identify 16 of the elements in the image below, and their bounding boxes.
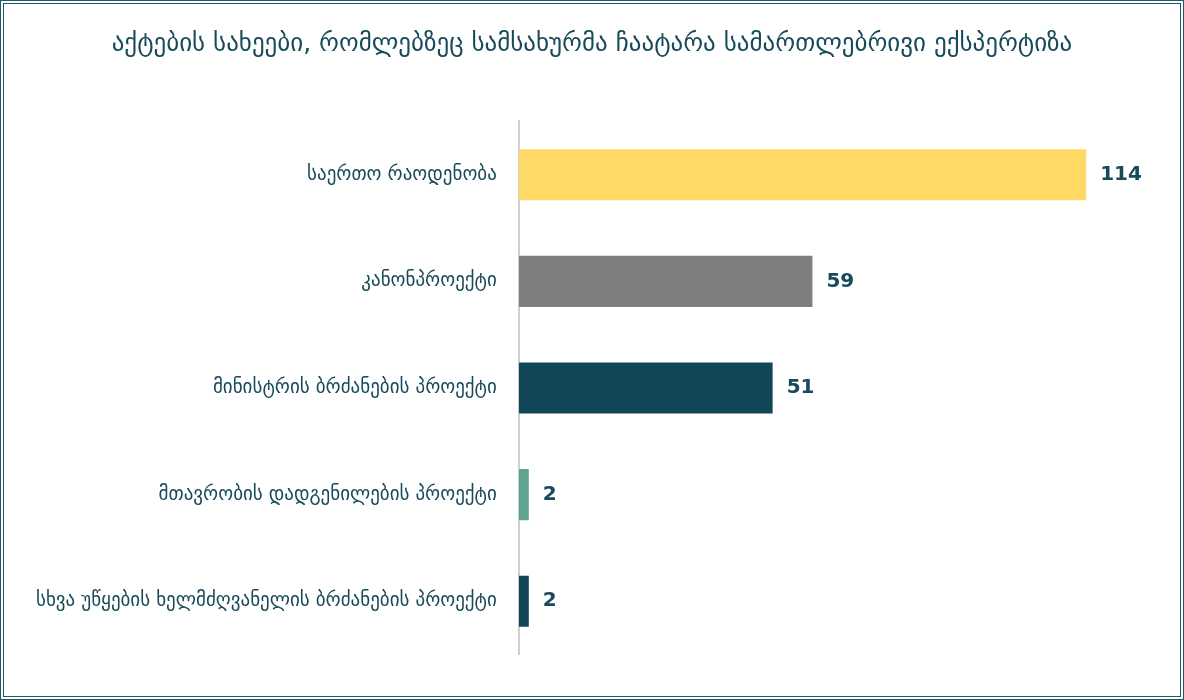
y-tick-label: მინისტრის ბრძანების პროექტი — [212, 374, 497, 398]
bar — [518, 149, 1087, 201]
bar — [518, 255, 813, 307]
data-label: 2 — [542, 587, 557, 612]
data-label: 59 — [826, 267, 855, 292]
data-label: 51 — [786, 374, 815, 399]
chart-title: აქტების სახეები, რომლებზეც სამსახურმა ჩაატარა სამართლებრივი ექსპერტიზა — [110, 28, 1074, 59]
y-tick-label: სხვა უწყების ხელმძღვანელის ბრძანების პროექტი — [36, 588, 497, 612]
y-tick-label: მთავრობის დადგენილების პროექტი — [158, 481, 497, 505]
data-label: 114 — [1100, 160, 1142, 185]
bar — [518, 575, 529, 627]
bar — [518, 362, 773, 414]
y-tick-label: საერთო რაოდენობა — [307, 161, 497, 185]
y-tick-label: კანონპროექტი — [361, 268, 497, 292]
bar — [518, 469, 529, 521]
data-label: 2 — [542, 480, 557, 505]
